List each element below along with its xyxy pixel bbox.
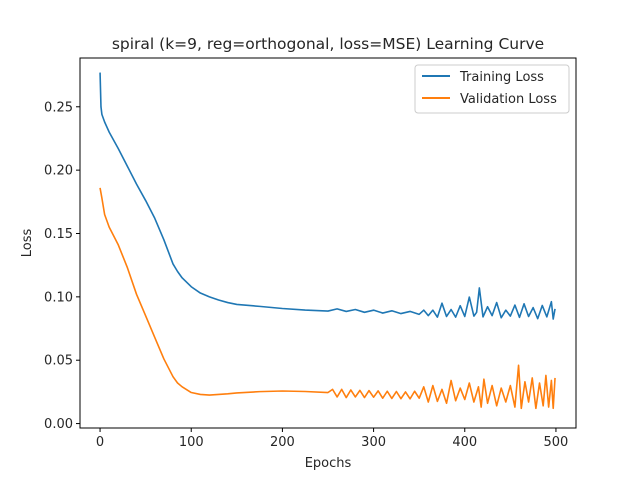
x-tick-label: 400 — [452, 435, 477, 450]
y-tick-label: 0.05 — [44, 354, 73, 369]
y-tick-label: 0.10 — [44, 290, 73, 305]
x-axis-title: Epochs — [305, 456, 352, 471]
legend-box — [414, 64, 570, 114]
x-tick-label: 200 — [270, 435, 295, 450]
x-tick-label: 300 — [361, 435, 386, 450]
legend: Training Loss Validation Loss — [414, 64, 570, 114]
plot-background — [80, 58, 576, 428]
x-tick-label: 100 — [179, 435, 204, 450]
y-tick-label: 0.25 — [44, 100, 73, 115]
legend-label-training-loss: Training Loss — [459, 70, 544, 85]
plot-frame — [79, 57, 577, 429]
plot-area — [80, 58, 576, 428]
x-tick-label: 0 — [96, 435, 104, 450]
series-line-training-loss — [99, 72, 556, 320]
legend-label-validation-loss: Validation Loss — [460, 92, 557, 107]
series-line-validation-loss — [99, 187, 556, 410]
y-axis-title: Loss — [20, 229, 35, 258]
series-layer — [99, 72, 556, 410]
y-tick-label: 0.00 — [44, 417, 73, 432]
x-tick-label: 500 — [544, 435, 569, 450]
chart-title: spiral (k=9, reg=orthogonal, loss=MSE) L… — [112, 35, 544, 53]
y-axis: 0.00 0.05 0.10 0.15 0.20 0.25 — [44, 100, 80, 432]
x-axis: 0 100 200 300 400 500 — [96, 428, 568, 450]
y-tick-label: 0.15 — [44, 227, 73, 242]
y-tick-label: 0.20 — [44, 164, 73, 179]
